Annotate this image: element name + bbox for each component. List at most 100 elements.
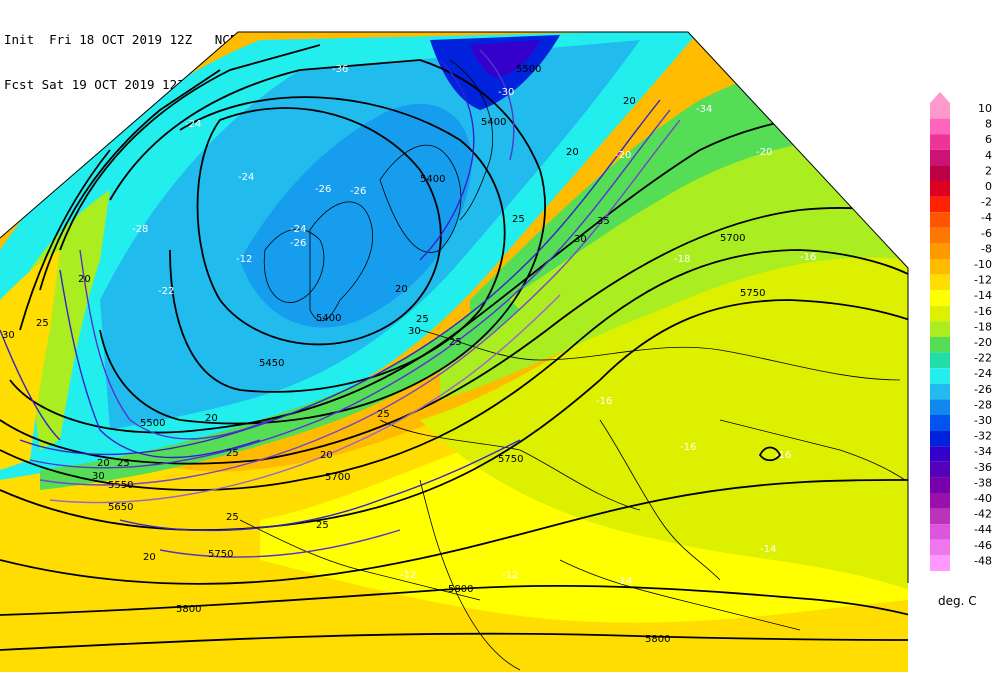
legend-label: -14 <box>974 289 992 302</box>
legend-label: -16 <box>974 305 992 318</box>
temperature-label: -28 <box>132 224 148 235</box>
wind-label: 25 <box>36 318 49 329</box>
height-label: 5650 <box>108 502 133 513</box>
wind-contours <box>0 49 681 558</box>
legend-swatch <box>930 165 950 181</box>
temperature-label: -16 <box>596 396 612 407</box>
legend-label: -32 <box>974 430 992 443</box>
legend-swatch <box>930 212 950 228</box>
temperature-label: -34 <box>696 104 712 115</box>
wind-label: 25 <box>377 409 390 420</box>
height-label: 5500 <box>516 64 541 75</box>
wind-label: 20 <box>97 458 110 469</box>
legend-swatch <box>930 290 950 306</box>
legend-unit: deg. C <box>938 594 977 608</box>
legend-swatch <box>930 196 950 213</box>
legend-label: -44 <box>974 523 992 536</box>
temperature-labels: -36 -30 -24 -24 -26 -26 -28 -22 -20 -18 … <box>132 64 816 587</box>
legend-swatch <box>930 383 950 400</box>
legend-label: -46 <box>974 539 992 552</box>
legend-label: -18 <box>974 320 992 333</box>
wind-labels: 20 25 30 20 25 30 20 25 20 25 30 20 25 2… <box>2 96 636 563</box>
wind-label: 20 <box>320 450 333 461</box>
legend-swatch <box>930 181 950 197</box>
legend-label: -24 <box>974 367 992 380</box>
temperature-label: -24 <box>238 172 254 183</box>
legend-label: -26 <box>974 383 992 396</box>
height-contours <box>0 44 908 651</box>
legend-label: 4 <box>985 149 992 162</box>
legend-swatch <box>930 103 950 119</box>
legend-swatch <box>930 259 950 275</box>
temperature-label: -26 <box>350 186 366 197</box>
legend-swatch <box>930 305 950 322</box>
wind-label: 25 <box>226 512 239 523</box>
height-label: 5800 <box>176 604 201 615</box>
legend-label: -34 <box>974 445 992 458</box>
color-legend: 10 8 6 4 2 0 -2 -4 -6 -8 -10 -12 -14 -16 -18 -20 -22 -24 -… <box>930 92 992 571</box>
wind-label: 20 <box>143 552 156 563</box>
legend-boxes <box>930 103 950 571</box>
legend-arrow-top <box>930 92 950 103</box>
height-label: 5700 <box>325 472 350 483</box>
legend-label: -28 <box>974 398 992 411</box>
temperature-shading <box>0 32 908 672</box>
legend-swatch <box>930 118 950 135</box>
legend-swatch <box>930 446 950 462</box>
wind-label: 30 <box>92 471 105 482</box>
height-label: 5450 <box>259 358 284 369</box>
map-frame <box>0 31 909 583</box>
temperature-label: -12 <box>400 570 416 581</box>
legend-swatch <box>930 493 950 509</box>
height-label: 5750 <box>498 454 523 465</box>
wind-label: 20 <box>395 284 408 295</box>
legend-swatch <box>930 430 950 447</box>
legend-label: 10 <box>978 102 992 115</box>
legend-swatch <box>930 477 950 493</box>
height-label: 5400 <box>481 117 506 128</box>
legend-swatch <box>930 461 950 478</box>
temperature-label: -20 <box>615 150 631 161</box>
legend-label: -8 <box>981 242 992 255</box>
legend-label: 8 <box>985 118 992 131</box>
temperature-label: -26 <box>290 238 306 249</box>
temperature-label: -16 <box>800 252 816 263</box>
legend-label: -4 <box>981 211 992 224</box>
wind-label: 25 <box>512 214 525 225</box>
wind-label: 25 <box>416 314 429 325</box>
height-labels: 5400 5400 5400 5450 5500 5550 5650 5700 … <box>108 64 765 645</box>
temperature-label: -18 <box>674 254 690 265</box>
legend-swatch <box>930 508 950 525</box>
legend-label: -20 <box>974 336 992 349</box>
temperature-label: -36 <box>332 64 348 75</box>
legend-swatch <box>930 368 950 384</box>
wind-label: 30 <box>2 330 15 341</box>
wind-label: 20 <box>566 147 579 158</box>
wind-label: 25 <box>226 448 239 459</box>
legend-label: 2 <box>985 164 992 177</box>
legend-label: -30 <box>974 414 992 427</box>
temperature-label: -20 <box>756 147 772 158</box>
height-label: 5750 <box>740 288 765 299</box>
height-label: 5800 <box>645 634 670 645</box>
legend-swatch <box>930 274 950 291</box>
legend-label: -10 <box>974 258 992 271</box>
legend-label: -22 <box>974 352 992 365</box>
legend-swatch <box>930 539 950 556</box>
height-label: 5750 <box>208 549 233 560</box>
temperature-label: -16 <box>680 442 696 453</box>
temperature-label: -14 <box>616 576 632 587</box>
wind-label: 20 <box>623 96 636 107</box>
temperature-label: -24 <box>290 224 306 235</box>
height-label: 5800 <box>448 584 473 595</box>
temperature-label: -14 <box>760 544 776 555</box>
legend-swatch <box>930 415 950 431</box>
legend-swatch <box>930 337 950 353</box>
temperature-label: -22 <box>158 286 174 297</box>
legend-swatch <box>930 134 950 150</box>
wind-label: 35 <box>597 216 610 227</box>
legend-swatch <box>930 555 950 571</box>
legend-labels: 10 8 6 4 2 0 -2 -4 -6 -8 -10 -12 -14 -16 -18 -20 -22 -24 -… <box>974 102 992 567</box>
height-label: 5400 <box>420 174 445 185</box>
